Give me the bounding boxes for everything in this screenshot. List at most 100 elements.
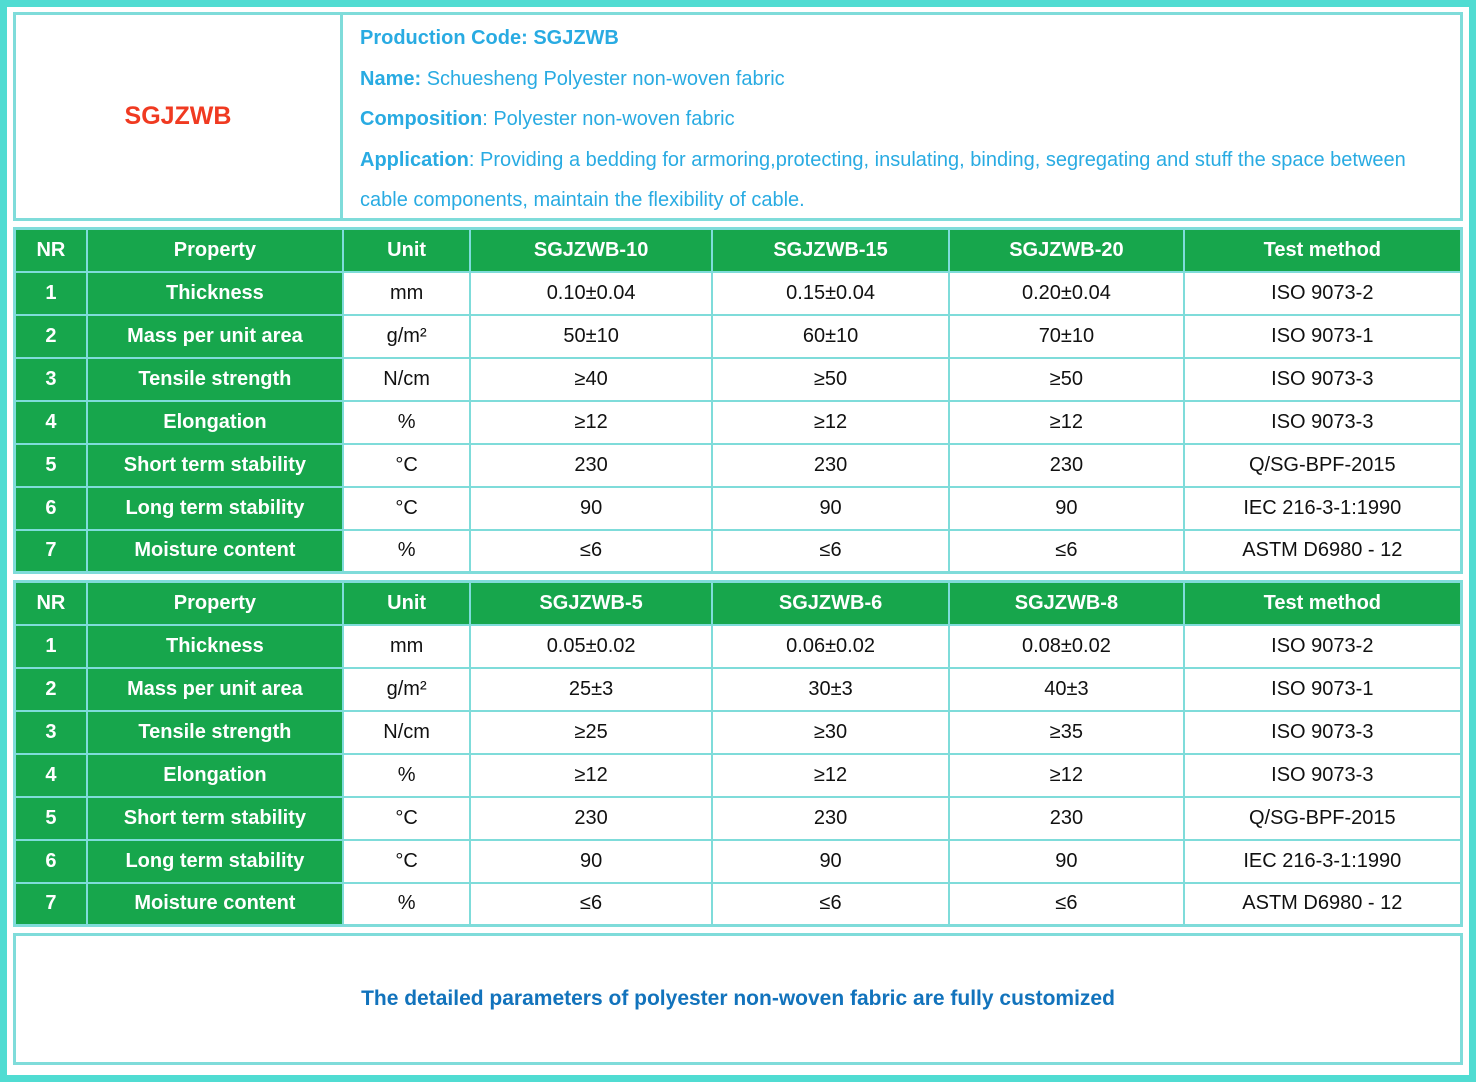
table-row: 6 Long term stability °C 90 90 90 IEC 216-3-1:… (13, 485, 1463, 531)
value-cell: 0.06±0.02 (710, 623, 951, 669)
unit-cell: g/m² (341, 666, 472, 712)
value-cell: 90 (469, 485, 713, 531)
unit-cell: % (341, 528, 472, 574)
row-number-cell: 1 (13, 623, 88, 669)
value-cell: ≤6 (948, 528, 1185, 574)
row-number-cell: 3 (13, 356, 88, 402)
value-cell: ≤6 (710, 881, 951, 927)
table-row: 6 Long term stability °C 90 90 90 IEC 216-3-1:… (13, 838, 1463, 884)
column-header: Property (85, 227, 344, 273)
property-cell: Long term stability (85, 838, 344, 884)
table-row: 2 Mass per unit area g/m² 50±10 60±10 70±10 IS… (13, 313, 1463, 359)
value-cell: 90 (948, 838, 1185, 884)
value-cell: 230 (948, 442, 1185, 488)
value-cell: ≥12 (710, 752, 951, 798)
unit-cell: °C (341, 485, 472, 531)
info-label: Production Code: SGJZWB (360, 27, 619, 49)
table-row: 4 Elongation% ≥12 ≥12 ≥12 ISO 9073-3 (13, 752, 1463, 798)
test-method-cell: ISO 9073-3 (1182, 752, 1463, 798)
value-cell: 30±3 (710, 666, 951, 712)
table-row: 4 Elongation% ≥12 ≥12 ≥12 ISO 9073-3 (13, 399, 1463, 445)
info-value: : Providing a bedding for armoring,prote… (360, 148, 1406, 212)
column-header: SGJZWB-5 (469, 580, 713, 626)
value-cell: ≤6 (948, 881, 1185, 927)
property-cell: Elongation (85, 399, 344, 445)
unit-cell: N/cm (341, 356, 472, 402)
table-row: 5 Short term stability °C 230 230 230 Q/SG-BPF… (13, 795, 1463, 841)
product-code: SGJZWB (16, 15, 343, 218)
value-cell: 230 (710, 442, 951, 488)
unit-cell: °C (341, 442, 472, 488)
spec-table-sgjzwb-5-6-8: NR Property Unit SGJZWB-5 SGJZWB-6 SGJZWB-8 Te… (13, 580, 1463, 927)
table-row: 3 Tensile strength N/cm ≥40 ≥50 ≥50 ISO 9073-3 (13, 356, 1463, 402)
test-method-cell: ISO 9073-1 (1182, 666, 1463, 712)
value-cell: 40±3 (948, 666, 1185, 712)
table-row: 2 Mass per unit area g/m² 25±3 30±3 40±3 ISO 9… (13, 666, 1463, 712)
value-cell: ≤6 (469, 528, 713, 574)
value-cell: ≥35 (948, 709, 1185, 755)
property-cell: Thickness (85, 623, 344, 669)
value-cell: 0.05±0.02 (469, 623, 713, 669)
value-cell: ≥12 (469, 752, 713, 798)
row-number-cell: 7 (13, 881, 88, 927)
product-header: SGJZWB Production Code: SGJZWB Name: Sch… (13, 12, 1463, 221)
info-line-application: Application: Providing a bedding for arm… (360, 140, 1450, 221)
column-header: SGJZWB-6 (710, 580, 951, 626)
property-cell: Short term stability (85, 442, 344, 488)
property-cell: Tensile strength (85, 709, 344, 755)
value-cell: ≥30 (710, 709, 951, 755)
unit-cell: % (341, 752, 472, 798)
property-cell: Elongation (85, 752, 344, 798)
row-number-cell: 5 (13, 442, 88, 488)
value-cell: 0.15±0.04 (710, 270, 951, 316)
table-row: 7 Moisture content% ≤6 ≤6 ≤6 ASTM D6980 - 12 (13, 528, 1463, 574)
info-value: : Polyester non-woven fabric (482, 108, 735, 130)
test-method-cell: ISO 9073-2 (1182, 270, 1463, 316)
value-cell: 70±10 (948, 313, 1185, 359)
value-cell: 230 (469, 795, 713, 841)
row-number-cell: 2 (13, 666, 88, 712)
column-header: SGJZWB-10 (469, 227, 713, 273)
unit-cell: °C (341, 795, 472, 841)
info-line-production-code: Production Code: SGJZWB (360, 18, 1450, 59)
value-cell: ≥50 (948, 356, 1185, 402)
value-cell: 90 (469, 838, 713, 884)
value-cell: 60±10 (710, 313, 951, 359)
row-number-cell: 7 (13, 528, 88, 574)
test-method-cell: ISO 9073-1 (1182, 313, 1463, 359)
value-cell: 230 (469, 442, 713, 488)
row-number-cell: 4 (13, 752, 88, 798)
column-header: NR (13, 227, 88, 273)
test-method-cell: ISO 9073-3 (1182, 356, 1463, 402)
unit-cell: N/cm (341, 709, 472, 755)
row-number-cell: 3 (13, 709, 88, 755)
row-number-cell: 4 (13, 399, 88, 445)
property-cell: Thickness (85, 270, 344, 316)
property-cell: Short term stability (85, 795, 344, 841)
test-method-cell: ISO 9073-3 (1182, 709, 1463, 755)
table-row: 7 Moisture content% ≤6 ≤6 ≤6 ASTM D6980 - 12 (13, 881, 1463, 927)
column-header: Test method (1182, 580, 1463, 626)
unit-cell: mm (341, 270, 472, 316)
column-header: Unit (341, 227, 472, 273)
value-cell: ≥25 (469, 709, 713, 755)
property-cell: Tensile strength (85, 356, 344, 402)
value-cell: 25±3 (469, 666, 713, 712)
value-cell: 230 (710, 795, 951, 841)
property-cell: Moisture content (85, 528, 344, 574)
value-cell: 0.10±0.04 (469, 270, 713, 316)
value-cell: 230 (948, 795, 1185, 841)
customization-note: The detailed parameters of polyester non… (361, 987, 1115, 1010)
row-number-cell: 6 (13, 485, 88, 531)
value-cell: 0.20±0.04 (948, 270, 1185, 316)
unit-cell: % (341, 399, 472, 445)
unit-cell: g/m² (341, 313, 472, 359)
test-method-cell: ASTM D6980 - 12 (1182, 528, 1463, 574)
header-row: NR Property Unit SGJZWB-5 SGJZWB-6 SGJZWB-8 Te… (13, 580, 1463, 626)
column-header: SGJZWB-8 (948, 580, 1185, 626)
property-cell: Mass per unit area (85, 313, 344, 359)
info-label: Application (360, 148, 469, 171)
value-cell: 0.08±0.02 (948, 623, 1185, 669)
value-cell: ≥12 (948, 399, 1185, 445)
